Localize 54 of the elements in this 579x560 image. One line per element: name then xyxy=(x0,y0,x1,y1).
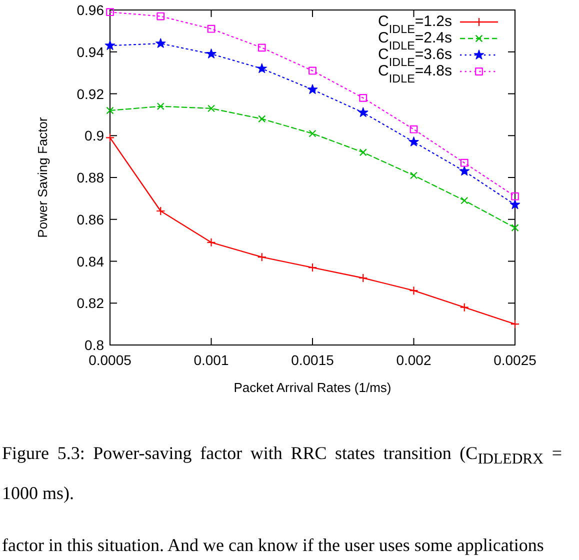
point xyxy=(308,66,316,75)
point xyxy=(258,44,266,52)
point xyxy=(307,84,318,94)
point xyxy=(510,320,520,329)
point xyxy=(460,302,469,312)
point xyxy=(308,130,316,138)
point xyxy=(410,125,418,134)
y-tick-label: 0.82 xyxy=(76,295,104,312)
point xyxy=(258,115,266,123)
point xyxy=(308,262,318,272)
point xyxy=(206,48,216,58)
point xyxy=(208,104,215,112)
x-tick-label: 0.0015 xyxy=(291,352,334,368)
point xyxy=(256,63,267,74)
y-tick-label: 0.96 xyxy=(76,2,104,18)
point xyxy=(106,8,114,16)
point xyxy=(410,172,418,180)
y-tick-label: 0.88 xyxy=(76,170,104,186)
point xyxy=(409,286,418,296)
point xyxy=(104,40,116,50)
point xyxy=(156,102,164,110)
x-tick-label: 0.0005 xyxy=(88,352,132,368)
y-axis-title: Power Saving Factor xyxy=(35,116,50,238)
y-tick-label: 0.8 xyxy=(84,337,104,353)
y-tick-label: 0.92 xyxy=(76,86,104,102)
point xyxy=(106,106,114,114)
point xyxy=(511,192,519,200)
point xyxy=(207,24,216,33)
point xyxy=(206,238,216,247)
point xyxy=(257,252,266,262)
x-tick-label: 0.001 xyxy=(194,352,229,368)
point xyxy=(510,199,520,210)
point xyxy=(156,12,165,20)
point xyxy=(358,273,368,283)
point xyxy=(156,38,166,48)
y-tick-label: 0.84 xyxy=(76,253,104,270)
y-tick-label: 0.9 xyxy=(84,128,104,144)
text: Figure 5.3: Power-saving factor with RRC states transition (C$_{IDLEDRX}$ = 1000 ms). xyxy=(2,443,562,503)
point xyxy=(460,158,468,167)
point xyxy=(358,107,368,117)
point xyxy=(511,224,519,232)
y-tick-label: 0.94 xyxy=(76,44,104,60)
point xyxy=(359,94,368,102)
point xyxy=(460,196,468,204)
point xyxy=(156,206,166,216)
x-tick-label: 0.0025 xyxy=(494,352,537,368)
point xyxy=(105,133,115,142)
point xyxy=(408,136,419,146)
point xyxy=(359,148,367,156)
x-axis-title: Packet Arrival Rates (1/ms) xyxy=(234,380,392,395)
point xyxy=(459,166,470,176)
y-tick-label: 0.86 xyxy=(76,211,104,228)
text: factor in this situation. And we can know if the user uses some applications xyxy=(2,534,545,557)
x-tick-label: 0.002 xyxy=(396,352,432,368)
